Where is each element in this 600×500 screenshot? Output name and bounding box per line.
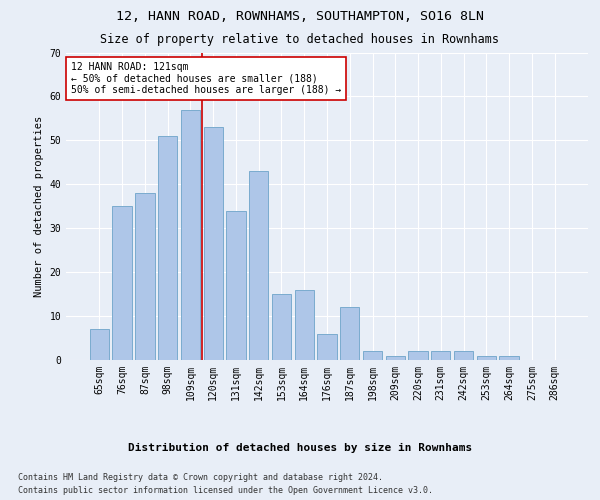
Bar (181, 110, 200, 360)
Bar (203, 127, 223, 360)
Text: 12 HANN ROAD: 121sqm
← 50% of detached houses are smaller (188)
50% of semi-deta: 12 HANN ROAD: 121sqm ← 50% of detached h… (71, 62, 341, 95)
Bar (112, 206, 132, 360)
Bar (90, 329, 109, 360)
Text: Distribution of detached houses by size in Rownhams: Distribution of detached houses by size … (128, 442, 472, 452)
Bar (409, 351, 428, 360)
Bar (295, 290, 314, 360)
Bar (249, 171, 268, 360)
Bar (386, 356, 405, 360)
Bar (431, 351, 451, 360)
Bar (317, 334, 337, 360)
Text: 12, HANN ROAD, ROWNHAMS, SOUTHAMPTON, SO16 8LN: 12, HANN ROAD, ROWNHAMS, SOUTHAMPTON, SO… (116, 10, 484, 23)
Bar (158, 136, 178, 360)
Y-axis label: Number of detached properties: Number of detached properties (34, 116, 44, 297)
Bar (272, 294, 291, 360)
Bar (363, 351, 382, 360)
Text: Contains public sector information licensed under the Open Government Licence v3: Contains public sector information licen… (18, 486, 433, 495)
Bar (476, 356, 496, 360)
Bar (499, 356, 519, 360)
Text: Contains HM Land Registry data © Crown copyright and database right 2024.: Contains HM Land Registry data © Crown c… (18, 472, 383, 482)
Text: Size of property relative to detached houses in Rownhams: Size of property relative to detached ho… (101, 32, 499, 46)
Bar (226, 210, 245, 360)
Bar (340, 308, 359, 360)
Bar (135, 193, 155, 360)
Bar (454, 351, 473, 360)
